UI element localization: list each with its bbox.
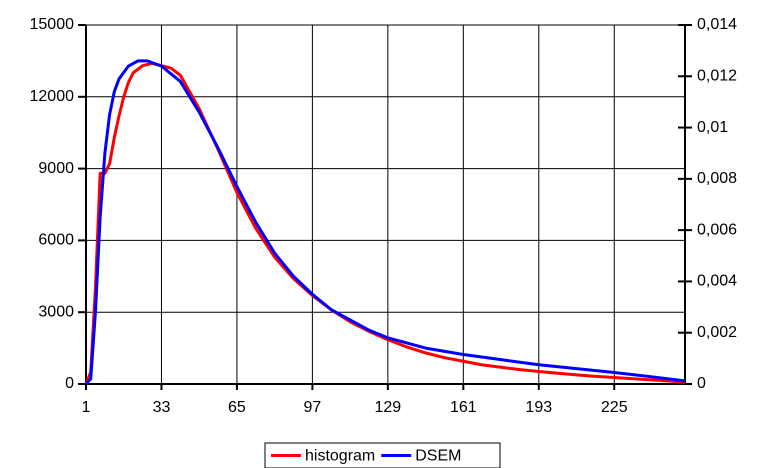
series-line bbox=[84, 59, 686, 386]
y2-tick-label: 0,008 bbox=[697, 170, 737, 187]
x-tick-label: 193 bbox=[525, 399, 552, 416]
y2-tick-label: 0,004 bbox=[697, 273, 737, 290]
y2-tick-label: 0,006 bbox=[697, 221, 737, 238]
x-tick-label: 97 bbox=[303, 399, 321, 416]
x-tick-label: 33 bbox=[153, 399, 171, 416]
x-tick-label: 129 bbox=[375, 399, 402, 416]
y-tick-label: 12000 bbox=[30, 88, 75, 105]
y-tick-label: 0 bbox=[65, 375, 74, 392]
y-tick-label: 3000 bbox=[38, 303, 74, 320]
y2-tick-label: 0,01 bbox=[697, 119, 728, 136]
x-tick-label: 225 bbox=[601, 399, 628, 416]
legend-label: histogram bbox=[305, 448, 375, 465]
y-tick-label: 9000 bbox=[38, 160, 74, 177]
y2-tick-label: 0,002 bbox=[697, 324, 737, 341]
x-tick-label: 161 bbox=[450, 399, 477, 416]
y2-tick-label: 0,014 bbox=[697, 16, 737, 33]
y-tick-label: 15000 bbox=[30, 16, 75, 33]
y2-tick-label: 0 bbox=[697, 375, 706, 392]
legend-label: DSEM bbox=[415, 448, 461, 465]
x-tick-label: 65 bbox=[228, 399, 246, 416]
y-tick-label: 6000 bbox=[38, 232, 74, 249]
series-line bbox=[84, 61, 686, 385]
x-tick-label: 1 bbox=[82, 399, 91, 416]
y2-tick-label: 0,012 bbox=[697, 68, 737, 85]
